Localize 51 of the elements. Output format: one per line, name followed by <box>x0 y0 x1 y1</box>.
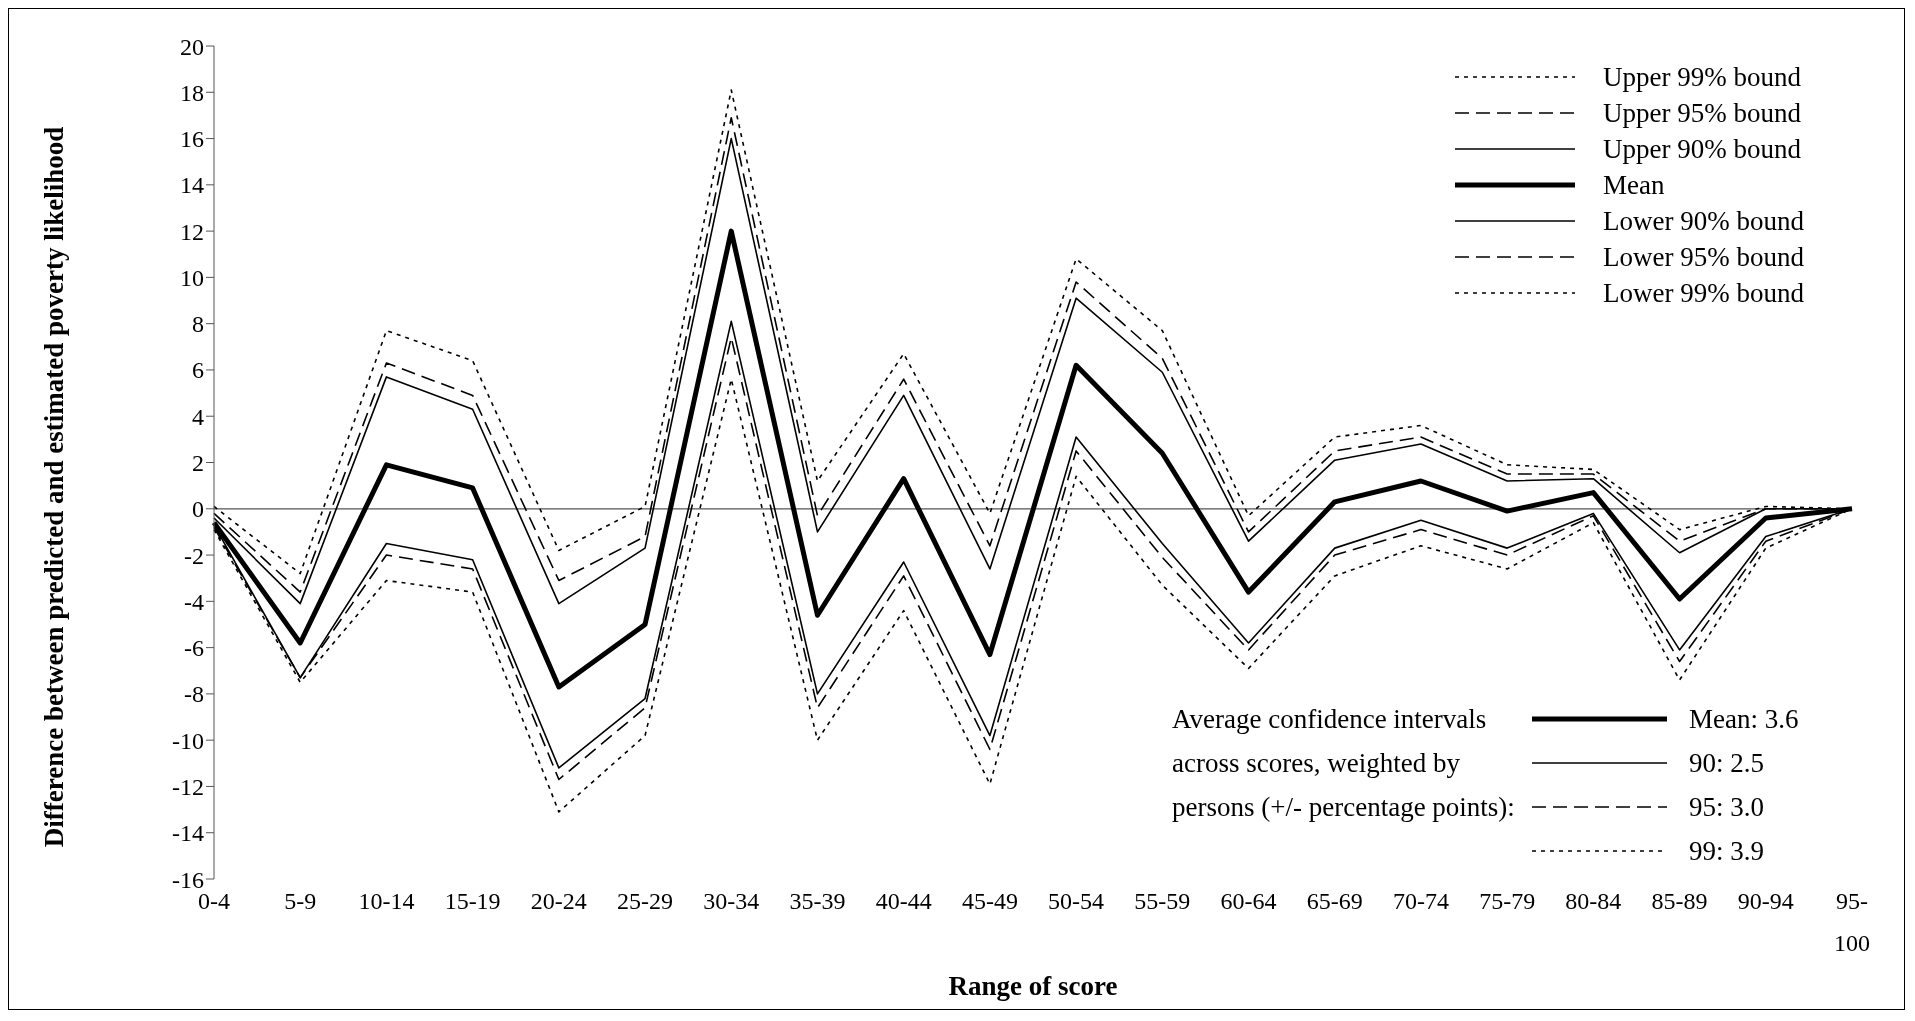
y-tick-label: 18 <box>180 79 204 106</box>
y-tick-label: 0 <box>192 496 204 523</box>
x-tick-label: 35-39 <box>789 888 846 914</box>
x-tick-label: 80-84 <box>1565 888 1622 914</box>
x-tick-label: 60-64 <box>1220 888 1277 914</box>
legend-label: Upper 95% bound <box>1603 97 1801 130</box>
y-tick-label: 12 <box>180 218 204 245</box>
y-tick-label: 14 <box>180 172 204 199</box>
x-axis-title: Range of score <box>947 971 1119 1002</box>
annotation: Mean: 3.6 <box>1689 703 1799 736</box>
y-tick-label: 8 <box>192 311 204 338</box>
x-tick-label: 45-49 <box>961 888 1018 914</box>
y-tick-label: -4 <box>184 588 204 615</box>
x-tick-label: 50-54 <box>1048 888 1105 914</box>
legend-label: Lower 95% bound <box>1603 241 1804 274</box>
legend-label: Mean <box>1603 169 1665 202</box>
x-tick-label: 30-34 <box>703 888 760 914</box>
y-tick-label: 2 <box>192 450 204 477</box>
x-tick-label: 10-14 <box>358 888 415 914</box>
annotation: 99: 3.9 <box>1689 835 1765 868</box>
x-tick-label: 55-59 <box>1134 888 1191 914</box>
annotation: Average confidence intervals across scores, weighted by persons (+/- percentage points): <box>1172 703 1516 824</box>
y-tick-label: 16 <box>180 126 204 153</box>
x-tick-label: 95-100 <box>1834 888 1870 956</box>
y-tick-label: 10 <box>180 264 204 291</box>
y-tick-label: -8 <box>184 681 204 708</box>
y-tick-label: -14 <box>172 820 204 847</box>
y-tick-label: -12 <box>172 773 204 800</box>
y-tick-label: 20 <box>180 33 204 60</box>
x-tick-label: 65-69 <box>1306 888 1363 914</box>
legend-label: Lower 90% bound <box>1603 205 1804 238</box>
y-tick-label: 6 <box>192 357 204 384</box>
legend-label: Lower 99% bound <box>1603 277 1804 310</box>
x-tick-label: 25-29 <box>617 888 674 914</box>
x-tick-label: 5-9 <box>284 888 317 914</box>
annotation: 90: 2.5 <box>1689 747 1765 780</box>
legend-label: Upper 99% bound <box>1603 61 1801 94</box>
y-axis-title: Difference between predicted and estimated poverty likelihood <box>38 125 70 849</box>
y-tick-label: 4 <box>192 403 204 430</box>
legend-label: Upper 90% bound <box>1603 133 1801 166</box>
y-tick-label: -2 <box>184 542 204 569</box>
y-tick-label: -10 <box>172 727 204 754</box>
y-tick-label: -6 <box>184 635 204 662</box>
x-tick-label: 90-94 <box>1737 888 1794 914</box>
x-tick-label: 20-24 <box>530 888 587 914</box>
x-tick-label: 40-44 <box>875 888 932 914</box>
x-tick-label: 15-19 <box>444 888 501 914</box>
x-tick-label: 75-79 <box>1479 888 1536 914</box>
x-tick-label: 85-89 <box>1651 888 1708 914</box>
x-tick-label: 70-74 <box>1392 888 1449 914</box>
annotation: 95: 3.0 <box>1689 791 1765 824</box>
